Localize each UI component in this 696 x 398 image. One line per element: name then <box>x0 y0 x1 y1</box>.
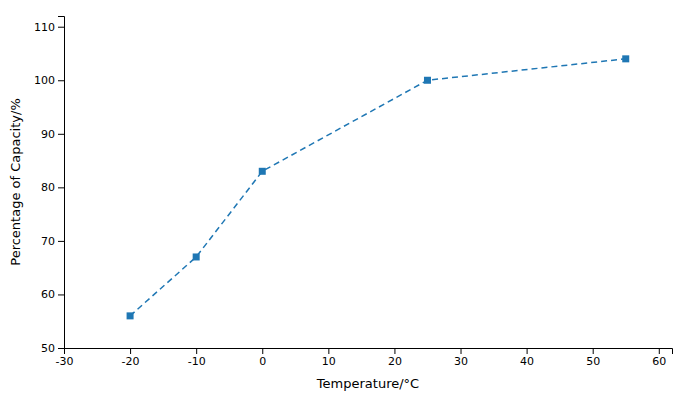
y-tick: 60 <box>41 288 64 301</box>
y-tick: 70 <box>41 235 64 248</box>
y-axis: 50 60 70 80 90 100 110 <box>34 17 65 356</box>
y-tick: 80 <box>41 181 64 194</box>
y-tick-mark <box>58 27 64 28</box>
x-tick: 0 <box>259 348 266 368</box>
x-tick-mark <box>659 348 660 354</box>
y-tick-label: 70 <box>41 235 55 248</box>
x-tick-label: 20 <box>388 355 402 368</box>
x-tick-label: 60 <box>652 355 666 368</box>
y-tick-mark <box>58 134 64 135</box>
point <box>259 168 266 175</box>
y-tick-mark <box>58 80 64 81</box>
x-tick-mark <box>130 348 131 354</box>
x-tick: -30 <box>56 348 74 368</box>
line <box>130 59 626 316</box>
x-tick: 20 <box>388 348 402 368</box>
x-tick-mark <box>527 348 528 354</box>
y-tick-mark <box>58 348 64 349</box>
point <box>622 55 629 62</box>
y-tick: 110 <box>34 21 64 34</box>
point <box>424 77 431 84</box>
x-tick-label: 40 <box>520 355 534 368</box>
y-tick-mark <box>58 187 64 188</box>
point <box>127 312 134 319</box>
x-axis: -30 -20 -10 0 10 20 30 40 50 60 <box>56 348 673 368</box>
y-tick: 100 <box>34 74 64 87</box>
y-tick-label: 50 <box>41 342 55 355</box>
x-tick-label: 10 <box>322 355 336 368</box>
y-axis-line <box>58 17 65 349</box>
y-tick-label: 60 <box>41 288 55 301</box>
y-tick-mark <box>58 241 64 242</box>
y-tick-mark <box>58 294 64 295</box>
point <box>193 253 200 260</box>
x-axis-title: Temperature/°C <box>316 376 419 391</box>
x-tick: 10 <box>322 348 336 368</box>
x-tick-mark <box>196 348 197 354</box>
y-tick-label: 90 <box>41 128 55 141</box>
y-tick-label: 80 <box>41 181 55 194</box>
chart: -30 -20 -10 0 10 20 30 40 50 60 50 60 70 80 90 100 110 Te… <box>0 0 696 398</box>
y-tick-label: 100 <box>34 74 55 87</box>
x-tick-mark <box>394 348 395 354</box>
plot-area: -30 -20 -10 0 10 20 30 40 50 60 50 60 70 80 90 100 110 <box>34 17 673 368</box>
x-tick: -10 <box>188 348 206 368</box>
x-tick-mark <box>461 348 462 354</box>
x-tick-mark <box>593 348 594 354</box>
series <box>127 55 630 319</box>
y-tick: 50 <box>41 342 64 355</box>
y-tick-label: 110 <box>34 21 55 34</box>
x-tick: -20 <box>122 348 140 368</box>
x-tick-mark <box>262 348 263 354</box>
x-tick-mark <box>328 348 329 354</box>
y-axis-title: Percentage of Capacity/% <box>8 98 23 265</box>
x-tick-label: 0 <box>259 355 266 368</box>
y-tick: 90 <box>41 128 64 141</box>
x-tick: 40 <box>520 348 534 368</box>
x-tick: 50 <box>586 348 600 368</box>
x-tick: 60 <box>652 348 666 368</box>
x-axis-line <box>65 349 673 355</box>
x-tick: 30 <box>454 348 468 368</box>
x-tick-label: -20 <box>122 355 140 368</box>
x-tick-label: 30 <box>454 355 468 368</box>
x-tick-label: -30 <box>56 355 74 368</box>
x-tick-label: -10 <box>188 355 206 368</box>
x-tick-label: 50 <box>586 355 600 368</box>
